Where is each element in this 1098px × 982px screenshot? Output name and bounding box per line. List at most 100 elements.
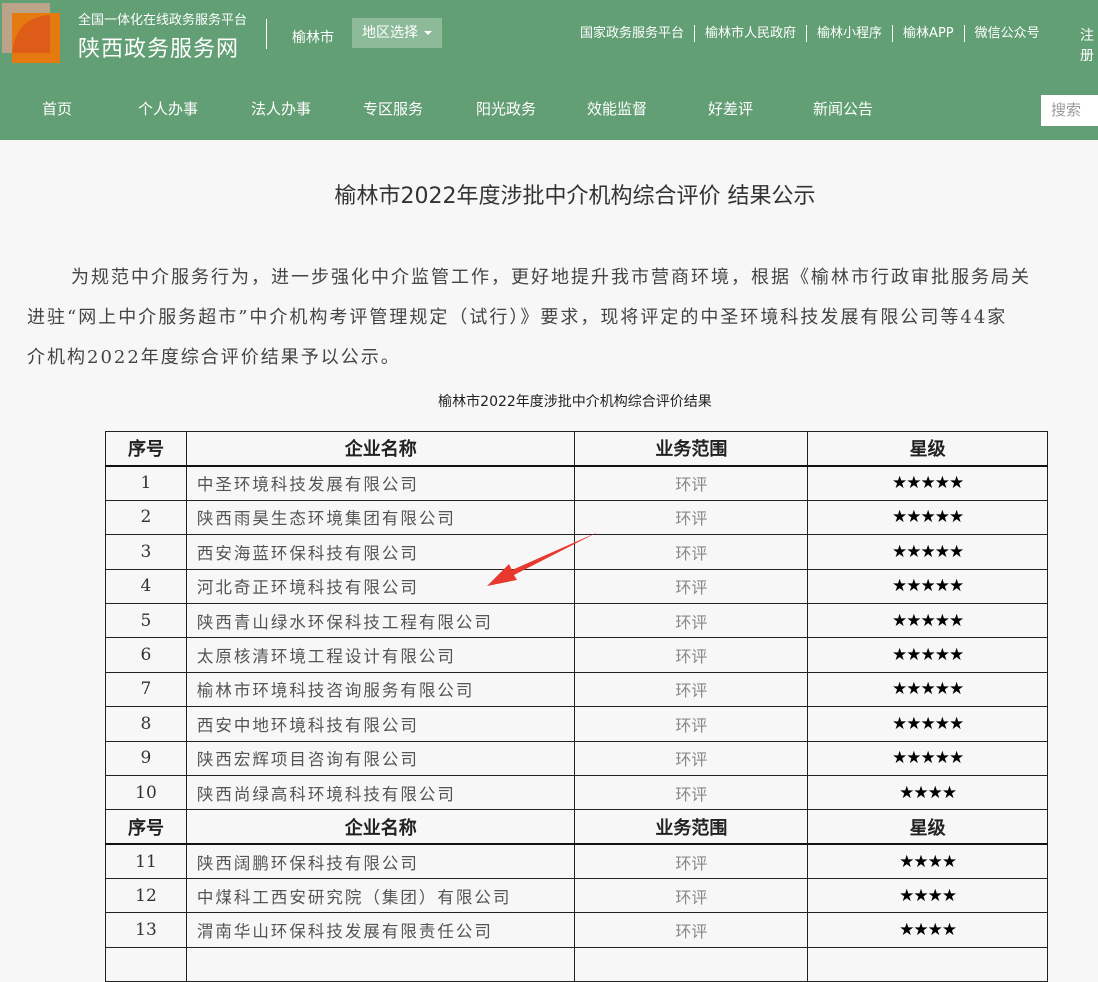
- site-logo[interactable]: [2, 3, 60, 63]
- results-table: 序号 企业名称 业务范围 星级 1 中圣环境科技发展有限公司 环评 ★★★★★ 2 陕西雨…: [105, 430, 1048, 982]
- top-link[interactable]: 榆林小程序: [817, 25, 894, 42]
- divider: [266, 19, 267, 49]
- company-name: 陕西青山绿水环保科技工程有限公司: [185, 602, 576, 639]
- nav-special[interactable]: 专区服务: [363, 100, 424, 118]
- nav-news[interactable]: 新闻公告: [813, 100, 874, 118]
- table-row: 7 榆林市环境科技咨询服务有限公司 环评 ★★★★★: [105, 671, 1048, 708]
- company-name: [185, 946, 576, 982]
- table-row: 9 陕西宏辉项目咨询有限公司 环评 ★★★★★: [105, 740, 1048, 776]
- nav-supervision[interactable]: 效能监督: [587, 100, 648, 118]
- company-name: 陕西尚绿高科环境科技有限公司: [185, 774, 576, 811]
- business-scope: 环评: [574, 912, 809, 948]
- company-name: 渭南华山环保科技发展有限责任公司: [185, 912, 576, 948]
- business-scope: 环评: [574, 465, 809, 501]
- col-header: 业务范围: [574, 430, 809, 467]
- table-row: 13 渭南华山环保科技发展有限责任公司 环评 ★★★★: [105, 912, 1048, 948]
- business-scope: 环评: [574, 706, 809, 742]
- business-scope: 环评: [574, 602, 809, 639]
- star-rating: ★★★★★: [807, 568, 1048, 604]
- star-rating: ★★★★: [807, 878, 1048, 914]
- site-header: 全国一体化在线政务服务平台 陕西政务服务网 榆林市 地区选择 国家政务服务平台 …: [0, 0, 1098, 140]
- business-scope: 环评: [574, 740, 809, 776]
- star-rating: ★★★★★: [807, 740, 1048, 776]
- business-scope: 环评: [574, 671, 809, 708]
- company-name: 西安中地环境科技有限公司: [185, 706, 576, 742]
- star-rating: [807, 946, 1048, 982]
- row-index: 8: [105, 706, 187, 742]
- col-header: 企业名称: [185, 809, 576, 846]
- company-name: 太原核清环境工程设计有限公司: [185, 637, 576, 673]
- search-input[interactable]: 搜索: [1041, 95, 1098, 126]
- page-title: 榆林市2022年度涉批中介机构综合评价 结果公示: [334, 184, 816, 209]
- table-header: 序号 企业名称 业务范围 星级: [105, 809, 1048, 846]
- top-link[interactable]: 国家政务服务平台: [580, 25, 696, 42]
- table-row: 2 陕西雨昊生态环境集团有限公司 环评 ★★★★★: [105, 499, 1048, 536]
- business-scope: 环评: [574, 878, 809, 914]
- row-index: 5: [105, 602, 187, 639]
- top-links: 国家政务服务平台 榆林市人民政府 榆林小程序 榆林APP 微信公众号: [580, 25, 1060, 42]
- table-row: [105, 946, 1048, 982]
- star-rating: ★★★★★: [807, 534, 1048, 570]
- row-index: 12: [105, 878, 187, 914]
- table-row: 8 西安中地环境科技有限公司 环评 ★★★★★: [105, 706, 1048, 742]
- business-scope: 环评: [574, 499, 809, 536]
- row-index: 9: [105, 740, 187, 776]
- col-header: 星级: [807, 430, 1048, 467]
- star-rating: ★★★★★: [807, 671, 1048, 708]
- row-index: 2: [105, 499, 187, 536]
- table-row: 10 陕西尚绿高科环境科技有限公司 环评 ★★★★: [105, 774, 1048, 811]
- business-scope: 环评: [574, 568, 809, 604]
- star-rating: ★★★★★: [807, 706, 1048, 742]
- nav-personal[interactable]: 个人办事: [138, 100, 199, 118]
- intro-paragraph: 为规范中介服务行为，进一步强化中介监管工作，更好地提升我市营商环境，根据《榆林市…: [27, 258, 1098, 378]
- table-row: 4 河北奇正环境科技有限公司 环评 ★★★★★: [105, 568, 1048, 604]
- star-rating: ★★★★: [807, 912, 1048, 948]
- table-row: 12 中煤科工西安研究院（集团）有限公司 环评 ★★★★: [105, 878, 1048, 914]
- col-header: 序号: [105, 809, 187, 846]
- nav-home[interactable]: 首页: [42, 100, 73, 118]
- col-header: 业务范围: [574, 809, 809, 846]
- row-index: 11: [105, 843, 187, 880]
- paragraph-line: 介机构2022年度综合评价结果予以公示。: [27, 347, 401, 368]
- table-row: 5 陕西青山绿水环保科技工程有限公司 环评 ★★★★★: [105, 602, 1048, 639]
- register-link[interactable]: 注册: [1080, 28, 1094, 64]
- top-link[interactable]: 微信公众号: [974, 26, 1040, 41]
- table-row: 3 西安海蓝环保科技有限公司 环评 ★★★★★: [105, 534, 1048, 570]
- row-index: 1: [105, 465, 187, 501]
- star-rating: ★★★★★: [807, 465, 1048, 501]
- col-header: 星级: [807, 809, 1048, 846]
- company-name: 西安海蓝环保科技有限公司: [185, 534, 576, 570]
- row-index: 4: [105, 568, 187, 604]
- star-rating: ★★★★★: [807, 602, 1048, 639]
- nav-rating[interactable]: 好差评: [708, 100, 754, 118]
- company-name: 中煤科工西安研究院（集团）有限公司: [185, 878, 576, 914]
- row-index: 13: [105, 912, 187, 948]
- business-scope: 环评: [574, 774, 809, 811]
- region-select[interactable]: 地区选择: [352, 18, 442, 48]
- business-scope: 环评: [574, 534, 809, 570]
- business-scope: 环评: [574, 843, 809, 880]
- nav-legal[interactable]: 法人办事: [251, 100, 312, 118]
- paragraph-line: 为规范中介服务行为，进一步强化中介监管工作，更好地提升我市营商环境，根据《榆林市…: [71, 267, 1031, 288]
- star-rating: ★★★★★: [807, 637, 1048, 673]
- company-name: 陕西雨昊生态环境集团有限公司: [185, 499, 576, 536]
- star-rating: ★★★★: [807, 774, 1048, 811]
- row-index: 6: [105, 637, 187, 673]
- star-rating: ★★★★: [807, 843, 1048, 880]
- nav-open-gov[interactable]: 阳光政务: [476, 100, 537, 118]
- company-name: 陕西阔鹏环保科技有限公司: [185, 843, 576, 880]
- star-rating: ★★★★★: [807, 499, 1048, 536]
- table-header: 序号 企业名称 业务范围 星级: [105, 430, 1048, 467]
- site-name[interactable]: 陕西政务服务网: [78, 37, 240, 62]
- company-name: 榆林市环境科技咨询服务有限公司: [185, 671, 576, 708]
- top-link[interactable]: 榆林市人民政府: [705, 25, 808, 42]
- table-row: 6 太原核清环境工程设计有限公司 环评 ★★★★★: [105, 637, 1048, 673]
- row-index: 10: [105, 774, 187, 811]
- business-scope: [574, 946, 809, 982]
- current-city: 榆林市: [292, 30, 334, 46]
- top-link[interactable]: 榆林APP: [903, 25, 965, 42]
- row-index: [105, 946, 187, 982]
- business-scope: 环评: [574, 637, 809, 673]
- row-index: 3: [105, 534, 187, 570]
- paragraph-line: 进驻“网上中介服务超市”中介机构考评管理规定（试行）》要求，现将评定的中圣环境科…: [27, 307, 1008, 328]
